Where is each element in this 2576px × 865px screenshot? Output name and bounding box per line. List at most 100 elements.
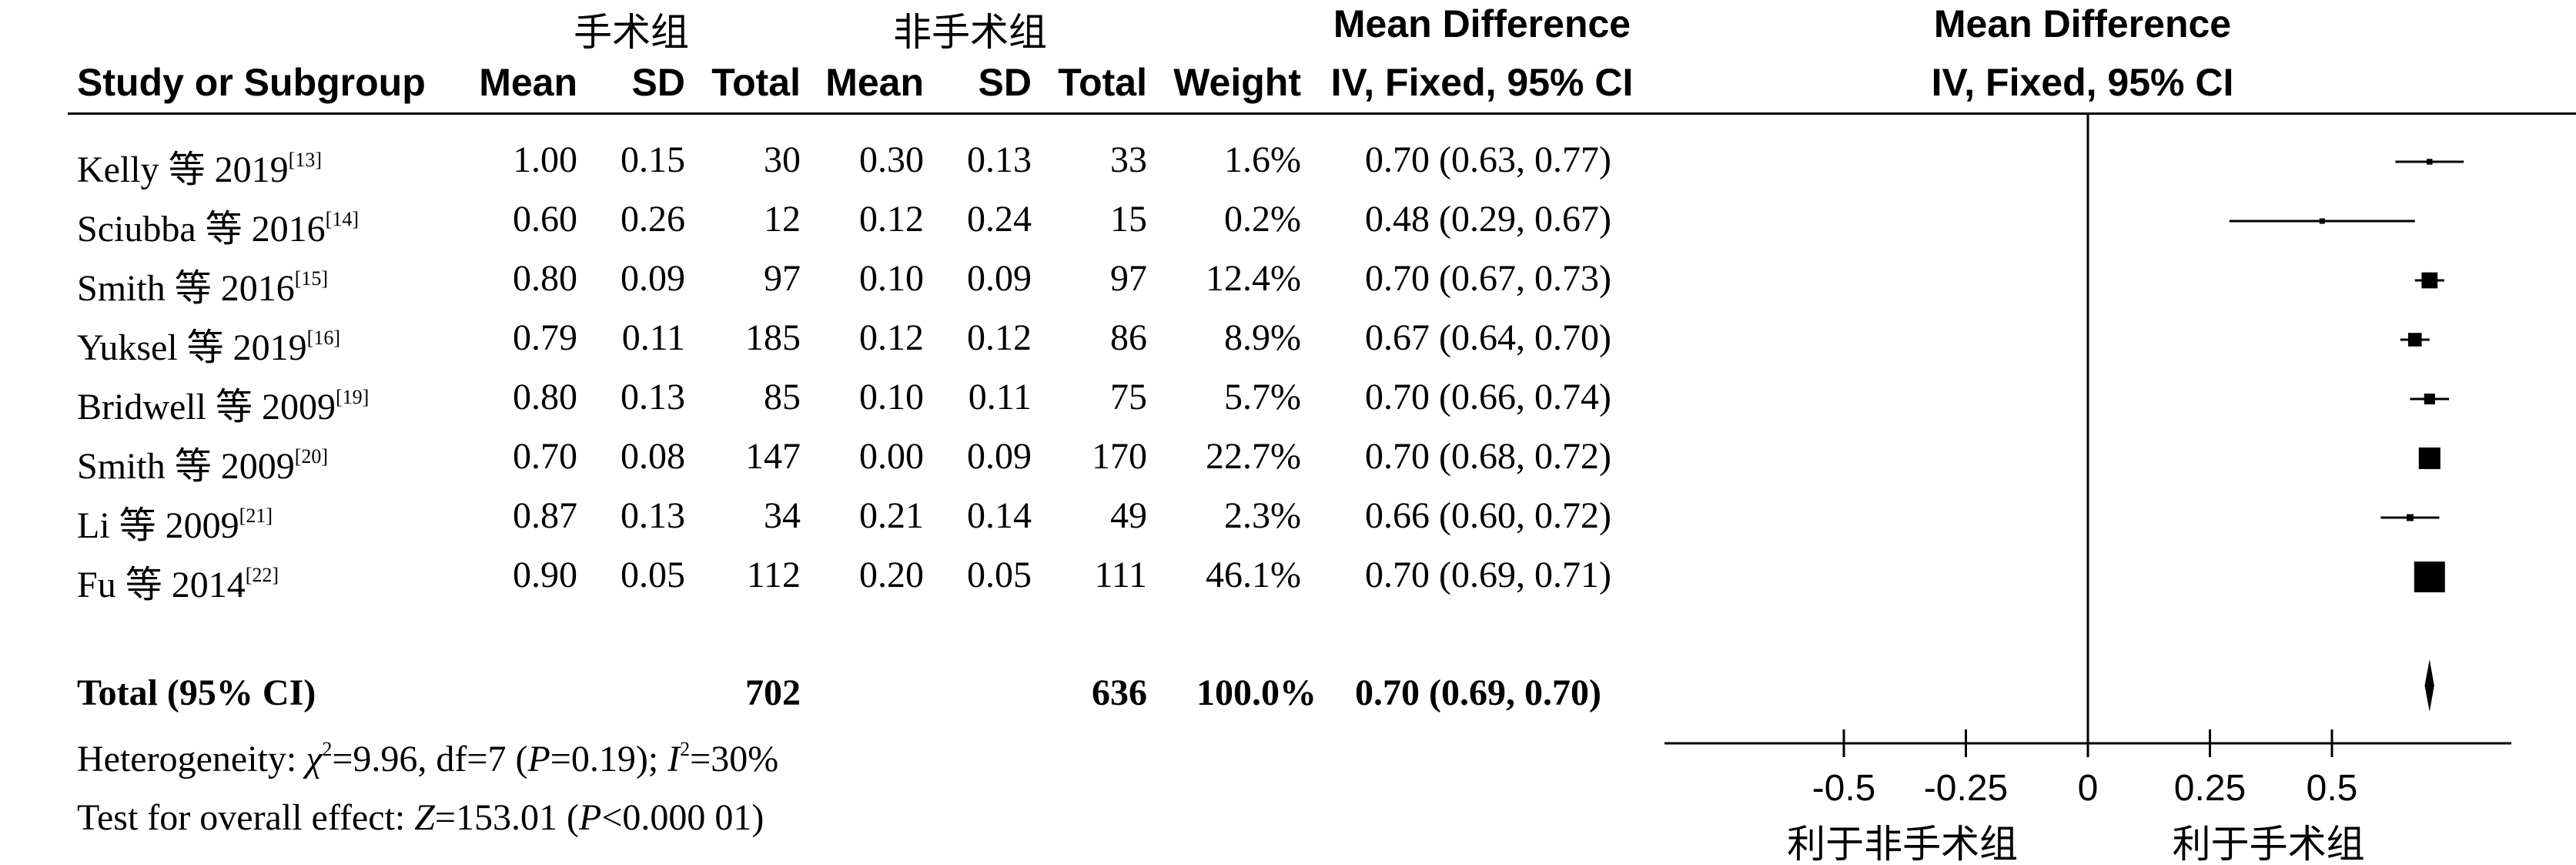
sd-ctl-cell: 0.12 bbox=[967, 317, 1032, 358]
sd-exp-cell: 0.11 bbox=[621, 317, 685, 358]
total-ctl-cell: 111 bbox=[1094, 555, 1147, 595]
total-exp-cell: 34 bbox=[764, 495, 801, 536]
total-ctl-cell: 15 bbox=[1110, 199, 1147, 240]
study-name: Yuksel 等 2019 bbox=[77, 327, 307, 368]
weight-cell: 22.7% bbox=[1206, 436, 1301, 477]
total-exp-cell: 97 bbox=[764, 258, 801, 299]
heterogeneity-label: Heterogeneity: bbox=[77, 739, 306, 780]
control-group-header: 非手术组 bbox=[893, 10, 1047, 55]
study-name-cell: Kelly 等 2019[13] bbox=[77, 139, 322, 193]
x-tick-label: 0.25 bbox=[2174, 768, 2246, 809]
ci-cell: 0.70 (0.63, 0.77) bbox=[1365, 139, 1611, 180]
point-estimate-square bbox=[2319, 218, 2325, 224]
heterogeneity-line: Heterogeneity: χ2=9.96, df=7 (P=0.19); I… bbox=[77, 738, 778, 780]
sd-ctl-cell: 0.05 bbox=[967, 555, 1032, 595]
sd-ctl-cell: 0.09 bbox=[967, 436, 1032, 477]
point-estimate-square bbox=[2418, 447, 2441, 470]
sd-exp-cell: 0.13 bbox=[621, 377, 685, 417]
total-ctl-cell: 97 bbox=[1110, 258, 1147, 299]
het-p-value: =0.19); bbox=[550, 739, 668, 780]
total-exp: 702 bbox=[745, 672, 801, 713]
study-name: Bridwell 等 2009 bbox=[77, 387, 336, 427]
sd-ctl-cell: 0.14 bbox=[967, 495, 1032, 536]
mean-exp-cell: 0.87 bbox=[513, 495, 577, 536]
total-ctl-header: Total bbox=[1058, 61, 1147, 104]
point-estimate-square bbox=[2427, 159, 2433, 165]
plot-method-header: IV, Fixed, 95% CI bbox=[1931, 61, 2234, 104]
total-exp-cell: 12 bbox=[764, 199, 801, 240]
mean-exp-header: Mean bbox=[479, 61, 577, 104]
weight-header: Weight bbox=[1173, 61, 1301, 104]
study-or-subgroup-header: Study or Subgroup bbox=[77, 61, 426, 104]
study-name: Smith 等 2016 bbox=[77, 268, 295, 309]
weight-cell: 8.9% bbox=[1224, 317, 1301, 358]
study-name: Smith 等 2009 bbox=[77, 446, 295, 487]
total-exp-cell: 85 bbox=[764, 377, 801, 417]
mean-ctl-cell: 0.30 bbox=[859, 139, 924, 180]
weight-cell: 46.1% bbox=[1206, 555, 1301, 595]
mean-exp-cell: 0.90 bbox=[513, 555, 577, 595]
total-ctl: 636 bbox=[1092, 672, 1147, 713]
study-reference: [14] bbox=[325, 208, 359, 230]
study-name: Fu 等 2014 bbox=[77, 565, 246, 605]
mean-exp-cell: 0.70 bbox=[513, 436, 577, 477]
chi-superscript: 2 bbox=[322, 738, 333, 760]
study-name-cell: Fu 等 2014[22] bbox=[77, 554, 279, 608]
ci-cell: 0.67 (0.64, 0.70) bbox=[1365, 317, 1611, 358]
total-weight: 100.0% bbox=[1196, 672, 1316, 713]
study-name-cell: Yuksel 等 2019[16] bbox=[77, 317, 340, 370]
ci-cell: 0.70 (0.66, 0.74) bbox=[1365, 377, 1611, 417]
mean-ctl-cell: 0.00 bbox=[859, 436, 924, 477]
total-exp-cell: 147 bbox=[745, 436, 801, 477]
total-label: Total (95% CI) bbox=[77, 672, 316, 713]
sd-ctl-cell: 0.11 bbox=[968, 377, 1032, 417]
mean-exp-cell: 0.79 bbox=[513, 317, 577, 358]
i-superscript: 2 bbox=[680, 738, 691, 760]
mean-ctl-cell: 0.21 bbox=[859, 495, 924, 536]
favors-left-label: 利于非手术组 bbox=[1787, 823, 2018, 865]
sd-exp-cell: 0.13 bbox=[621, 495, 685, 536]
study-name-cell: Sciubba 等 2016[14] bbox=[77, 198, 359, 252]
mean-difference-header: Mean Difference bbox=[1333, 2, 1631, 45]
study-name-cell: Li 等 2009[21] bbox=[77, 495, 273, 548]
total-exp-header: Total bbox=[711, 61, 801, 104]
x-tick-label: 0 bbox=[2078, 768, 2099, 809]
study-reference: [19] bbox=[335, 386, 370, 408]
total-ctl-cell: 86 bbox=[1110, 317, 1147, 358]
weight-cell: 2.3% bbox=[1224, 495, 1301, 536]
study-name: Sciubba 等 2016 bbox=[77, 209, 326, 250]
mean-ctl-cell: 0.12 bbox=[859, 199, 924, 240]
sd-exp-header: SD bbox=[631, 61, 685, 104]
overall-label: Test for overall effect: bbox=[77, 797, 415, 838]
x-tick-label: -0.25 bbox=[1924, 768, 2008, 809]
study-name-cell: Bridwell 等 2009[19] bbox=[77, 376, 369, 430]
total-exp-cell: 112 bbox=[746, 555, 801, 595]
ci-cell: 0.70 (0.69, 0.71) bbox=[1365, 555, 1611, 595]
ci-cell: 0.70 (0.67, 0.73) bbox=[1365, 258, 1611, 299]
study-name-cell: Smith 等 2009[20] bbox=[77, 435, 328, 489]
mean-ctl-header: Mean bbox=[825, 61, 924, 104]
het-p-symbol: P bbox=[527, 739, 550, 780]
sd-exp-cell: 0.15 bbox=[621, 139, 685, 180]
mean-ctl-cell: 0.12 bbox=[859, 317, 924, 358]
total-ctl-cell: 33 bbox=[1110, 139, 1147, 180]
mean-exp-cell: 0.60 bbox=[513, 199, 577, 240]
weight-cell: 5.7% bbox=[1224, 377, 1301, 417]
total-ctl-cell: 170 bbox=[1092, 436, 1147, 477]
plot-title-header: Mean Difference bbox=[1933, 2, 2232, 45]
pooled-diamond bbox=[2424, 659, 2434, 712]
total-ci: 0.70 (0.69, 0.70) bbox=[1355, 672, 1601, 713]
study-name: Li 等 2009 bbox=[77, 505, 239, 546]
sd-exp-cell: 0.05 bbox=[621, 555, 685, 595]
i-symbol: I bbox=[667, 739, 681, 780]
x-tick-label: -0.5 bbox=[1812, 768, 1876, 809]
weight-cell: 1.6% bbox=[1224, 139, 1301, 180]
sd-exp-cell: 0.26 bbox=[621, 199, 685, 240]
sd-ctl-cell: 0.13 bbox=[967, 139, 1032, 180]
ci-cell: 0.70 (0.68, 0.72) bbox=[1365, 436, 1611, 477]
total-ctl-cell: 75 bbox=[1110, 377, 1147, 417]
study-reference: [21] bbox=[239, 505, 273, 527]
sd-ctl-cell: 0.09 bbox=[967, 258, 1032, 299]
method-header: IV, Fixed, 95% CI bbox=[1330, 61, 1634, 104]
experimental-group-header: 手术组 bbox=[574, 10, 689, 55]
